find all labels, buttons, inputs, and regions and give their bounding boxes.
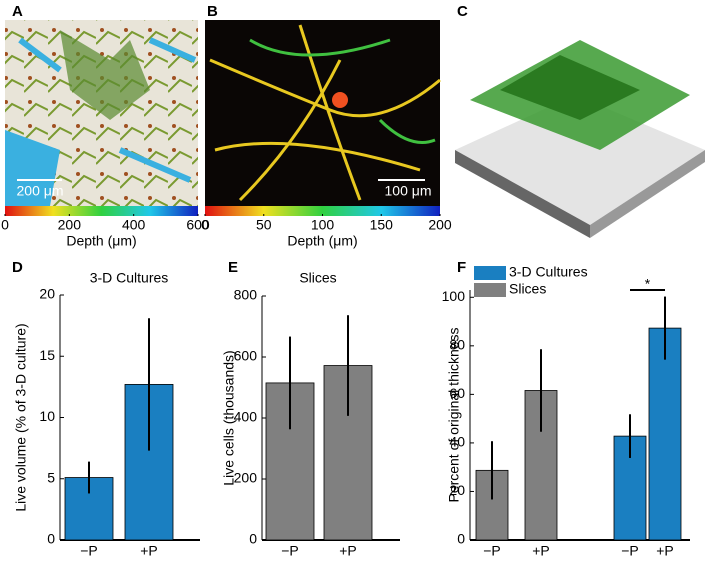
y-tick-label: 200 (234, 470, 258, 486)
panel-label: D (12, 259, 23, 276)
y-tick-label: 0 (457, 531, 465, 547)
colorbar-tick-label: 400 (122, 217, 146, 233)
scale-bar-label: 200 μm (17, 183, 64, 199)
colorbar-tick-label: 0 (1, 217, 9, 233)
colorbar-tick-label: 50 (256, 217, 272, 233)
y-tick-label: 80 (449, 337, 465, 353)
annotation: * (645, 276, 651, 292)
image-c (455, 40, 705, 238)
legend-label: Slices (509, 281, 546, 297)
legend-label: 3-D Cultures (509, 264, 588, 280)
x-tick-label: −P (483, 543, 501, 559)
y-tick-label: 100 (442, 288, 466, 304)
panel-label: B (207, 3, 218, 20)
y-tick-label: 40 (449, 434, 465, 450)
y-tick-label: 0 (249, 531, 257, 547)
legend-swatch (474, 266, 506, 280)
bar (648, 327, 682, 541)
y-axis-label: Live volume (% of 3-D culture) (13, 323, 29, 511)
panel-label: E (228, 259, 238, 276)
x-tick-label: +P (656, 543, 674, 559)
y-tick-label: 800 (234, 287, 258, 303)
panel-label: F (457, 259, 466, 276)
chart-title: Slices (299, 270, 336, 286)
colorbar (5, 206, 198, 216)
y-tick-label: 5 (47, 469, 55, 485)
colorbar-tick-label: 100 (311, 217, 335, 233)
y-axis-label: Live cells (thousands) (221, 350, 237, 485)
panel-label: A (12, 3, 23, 20)
colorbar-tick-label: 0 (201, 217, 209, 233)
y-tick-label: 60 (449, 385, 465, 401)
x-tick-label: −P (80, 543, 98, 559)
colorbar-tick-label: 200 (58, 217, 82, 233)
image-a (5, 20, 198, 206)
y-tick-label: 20 (39, 286, 55, 302)
x-tick-label: −P (281, 543, 299, 559)
legend-swatch (474, 283, 506, 297)
y-tick-label: 0 (47, 531, 55, 547)
y-tick-label: 20 (449, 482, 465, 498)
colorbar-label: Depth (μm) (66, 233, 136, 249)
x-tick-label: +P (140, 543, 158, 559)
x-tick-label: +P (532, 543, 550, 559)
y-tick-label: 10 (39, 408, 55, 424)
image-b (205, 20, 441, 206)
scale-bar-label: 100 μm (385, 183, 432, 199)
x-tick-label: −P (621, 543, 639, 559)
y-axis-label: Percent of original thickness (446, 327, 462, 502)
colorbar-tick-label: 600 (186, 217, 210, 233)
y-tick-label: 400 (234, 409, 258, 425)
chart-title: 3-D Cultures (90, 270, 169, 286)
colorbar-label: Depth (μm) (287, 233, 357, 249)
y-tick-label: 600 (234, 348, 258, 364)
panel-label: C (457, 3, 468, 20)
colorbar (205, 206, 440, 216)
x-tick-label: +P (339, 543, 357, 559)
y-tick-label: 15 (39, 347, 55, 363)
colorbar-tick-label: 150 (370, 217, 394, 233)
colorbar-tick-label: 200 (428, 217, 452, 233)
